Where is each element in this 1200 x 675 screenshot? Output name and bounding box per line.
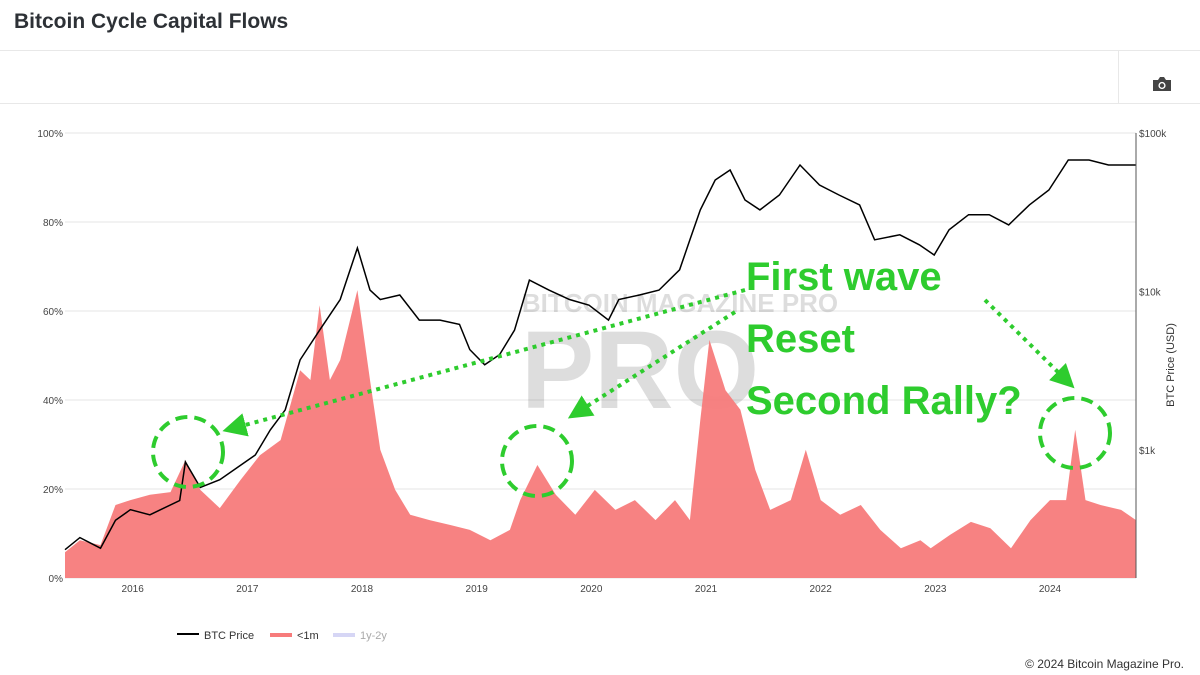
y-left-tick-label: 0% xyxy=(49,574,64,585)
page-title: Bitcoin Cycle Capital Flows xyxy=(14,10,289,33)
y-left-tick-label: 80% xyxy=(43,218,63,229)
x-tick-label: 2020 xyxy=(580,584,603,595)
legend-swatch xyxy=(333,633,355,637)
legend-item-label: 1y-2y xyxy=(360,630,387,642)
divider xyxy=(0,103,1200,104)
camera-icon[interactable] xyxy=(1152,76,1172,92)
y-left-tick-label: 100% xyxy=(37,129,63,140)
watermark-text: BITCOIN MAGAZINE PRO xyxy=(522,288,838,318)
series-line-btc-price xyxy=(64,159,1136,551)
x-tick-label: 2019 xyxy=(466,584,489,595)
y-left-tick-label: 60% xyxy=(43,307,63,318)
y-left-tick-label: 20% xyxy=(43,485,63,496)
legend-item-label: BTC Price xyxy=(204,630,254,642)
legend-swatch xyxy=(270,633,292,637)
annotation-arrow xyxy=(567,310,737,419)
y-right-axis-title: BTC Price (USD) xyxy=(1165,323,1177,407)
annotation-label: Reset xyxy=(746,317,855,361)
y-right-tick-label: $100k xyxy=(1139,129,1167,140)
x-tick-label: 2017 xyxy=(236,584,259,595)
divider xyxy=(0,50,1200,51)
divider xyxy=(1118,51,1119,103)
legend-item-label: <1m xyxy=(297,630,319,642)
highlight-circle xyxy=(1038,396,1112,470)
y-right-tick-label: $10k xyxy=(1139,288,1162,299)
annotation-arrow xyxy=(983,298,1075,389)
highlight-circle xyxy=(151,415,225,489)
x-tick-label: 2021 xyxy=(695,584,718,595)
annotation-label: First wave xyxy=(746,255,942,299)
annotation-label: Second Rally? xyxy=(746,379,1022,423)
series-area-lt1m xyxy=(65,290,1136,578)
y-left-tick-label: 40% xyxy=(43,396,63,407)
x-tick-label: 2016 xyxy=(122,584,145,595)
x-tick-label: 2023 xyxy=(924,584,947,595)
highlight-circle xyxy=(500,424,574,498)
x-tick-label: 2022 xyxy=(810,584,833,595)
legend-swatch xyxy=(177,633,199,635)
x-tick-label: 2024 xyxy=(1039,584,1062,595)
annotation-arrow xyxy=(222,288,746,437)
x-tick-label: 2018 xyxy=(351,584,374,595)
copyright: © 2024 Bitcoin Magazine Pro. xyxy=(1025,657,1184,671)
y-right-tick-label: $1k xyxy=(1139,446,1156,457)
